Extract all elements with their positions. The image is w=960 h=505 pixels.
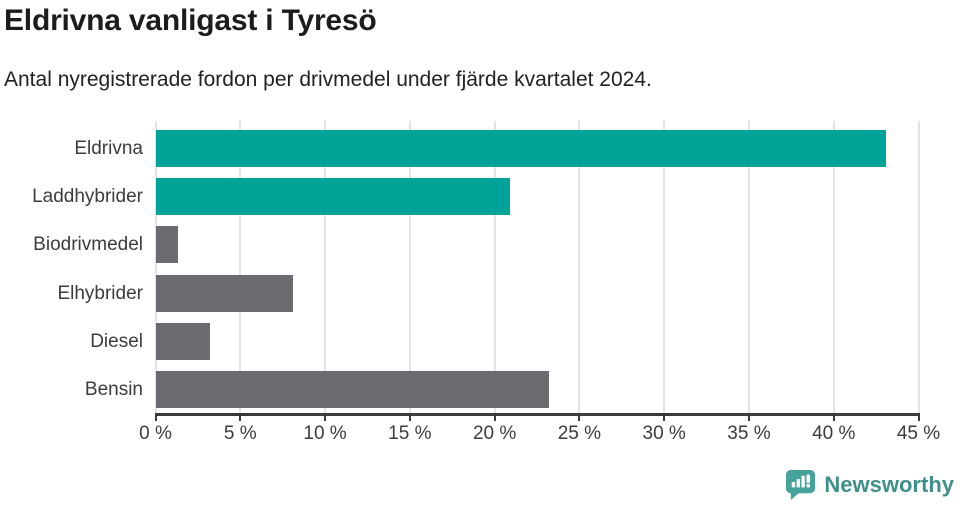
bar xyxy=(155,178,510,216)
x-axis-tick xyxy=(324,414,327,421)
gridline xyxy=(154,121,157,414)
gridline xyxy=(917,121,920,414)
bar xyxy=(155,371,549,408)
x-tick-label: 5 % xyxy=(223,423,257,444)
x-axis-tick xyxy=(239,414,242,421)
x-axis-tick xyxy=(493,414,496,421)
y-category-label: Bensin xyxy=(84,379,143,400)
x-tick-label: 0 % xyxy=(139,423,172,444)
bar xyxy=(155,274,293,312)
bar xyxy=(155,322,210,360)
x-axis-tick xyxy=(663,414,666,421)
gridline xyxy=(239,121,242,414)
gridline xyxy=(408,121,411,414)
chart-title: Eldrivna vanligast i Tyresö xyxy=(4,4,377,37)
y-category-label: Biodrivmedel xyxy=(33,234,143,256)
y-category-label: Eldrivna xyxy=(74,138,143,159)
bar xyxy=(155,130,887,167)
x-tick-label: 30 % xyxy=(642,423,686,444)
gridline xyxy=(832,121,835,414)
gridline xyxy=(493,121,496,414)
newsworthy-logo-icon xyxy=(785,469,816,500)
x-axis-line xyxy=(154,413,920,416)
y-category-label: Elhybrider xyxy=(57,282,143,304)
x-axis-tick xyxy=(578,414,581,421)
x-tick-label: 15 % xyxy=(388,423,432,444)
brand-name: Newsworthy xyxy=(824,471,954,497)
y-category-label: Diesel xyxy=(90,330,143,352)
brand-footer: Newsworthy xyxy=(785,469,954,500)
x-axis-tick xyxy=(832,414,835,421)
x-tick-label: 40 % xyxy=(812,423,856,444)
x-tick-label: 25 % xyxy=(557,423,602,444)
x-axis-tick xyxy=(154,414,157,421)
chart-subtitle: Antal nyregistrerade fordon per drivmede… xyxy=(4,68,652,91)
gridline xyxy=(578,121,581,414)
y-category-label: Laddhybrider xyxy=(32,186,143,208)
bar xyxy=(155,226,178,264)
x-tick-label: 45 % xyxy=(896,423,941,444)
x-axis-tick xyxy=(408,414,411,421)
x-axis-tick xyxy=(747,414,750,421)
x-axis-tick xyxy=(917,414,920,421)
x-tick-label: 10 % xyxy=(303,423,347,444)
gridline xyxy=(747,121,750,414)
gridline xyxy=(663,121,666,414)
gridline xyxy=(324,121,327,414)
x-tick-label: 35 % xyxy=(727,423,771,444)
x-tick-label: 20 % xyxy=(472,423,517,444)
